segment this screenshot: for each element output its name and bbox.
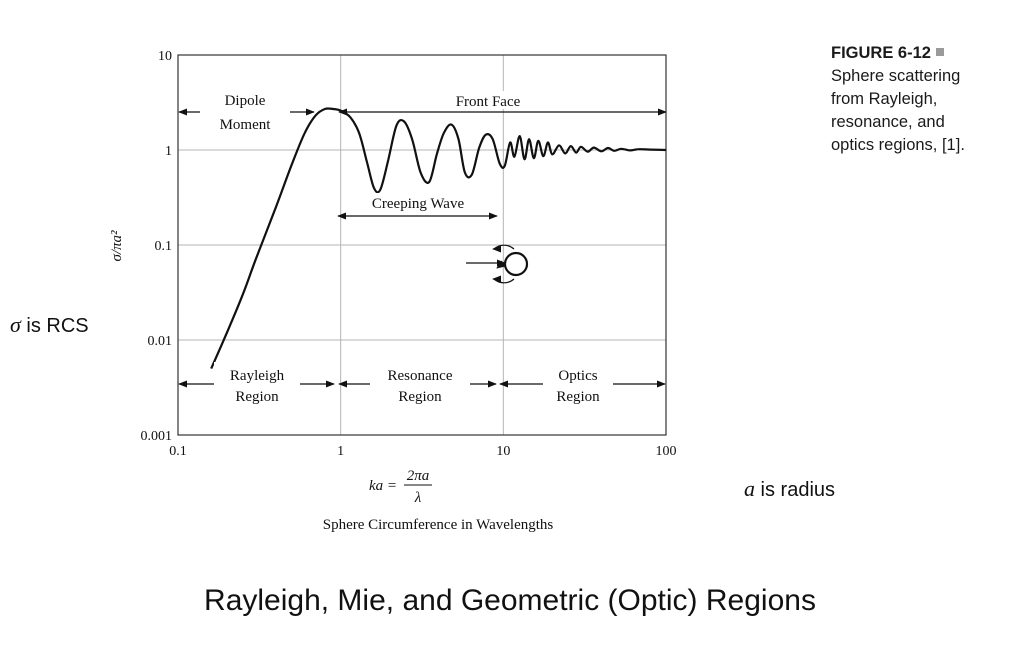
- y-tick-label: 0.001: [141, 429, 173, 444]
- caption-line: Sphere scattering: [831, 67, 961, 85]
- y-tick-label: 0.01: [148, 334, 173, 349]
- a-symbol: a: [744, 476, 755, 501]
- optics-region-label-2: Region: [556, 389, 600, 405]
- optics-region-label-1: Optics: [558, 368, 597, 384]
- caption-line: resonance, and: [831, 113, 945, 131]
- creeping-wave-label: Creeping Wave: [372, 196, 465, 212]
- sphere-creeping-wave-diagram: [466, 244, 529, 284]
- formula-lhs: ka =: [369, 478, 397, 494]
- caption-square-icon: [935, 48, 944, 56]
- annotations: Dipole Moment Front Face Creeping Wave R…: [178, 89, 667, 406]
- axes: [177, 54, 667, 436]
- sigma-note: σ is RCS: [10, 312, 89, 338]
- rcs-curve: [210, 107, 667, 370]
- rcs-chart: 0.1 1 10 100 0.001 0.01 0.1 1 10 Dipole Moment F…: [109, 49, 677, 533]
- y-axis-label: σ/πa²: [109, 230, 125, 262]
- rayleigh-region-label-2: Region: [235, 389, 279, 405]
- formula-denominator: λ: [414, 490, 422, 506]
- radius-note-text: is radius: [755, 479, 836, 501]
- front-face-label: Front Face: [456, 94, 521, 110]
- tick-labels: 0.1 1 10 100 0.001 0.01 0.1 1 10: [141, 49, 677, 459]
- resonance-region-label-2: Region: [398, 389, 442, 405]
- dipole-label-2: Moment: [220, 117, 272, 133]
- plot-frame: [177, 54, 667, 436]
- resonance-region-label-1: Resonance: [388, 368, 453, 384]
- curve-layer: [210, 107, 667, 370]
- y-tick-label: 0.1: [155, 239, 173, 254]
- rayleigh-region-label-1: Rayleigh: [230, 368, 285, 384]
- x-axis-formula: ka = 2πa λ: [369, 468, 432, 506]
- y-tick-label: 10: [158, 49, 172, 64]
- sigma-note-text: is RCS: [20, 315, 89, 337]
- caption-line: from Rayleigh,: [831, 90, 938, 108]
- figure-label: FIGURE 6-12: [831, 44, 931, 62]
- dipole-label-1: Dipole: [225, 93, 266, 109]
- x-tick-label: 100: [656, 444, 677, 459]
- x-tick-label: 0.1: [169, 444, 187, 459]
- y-tick-label: 1: [165, 144, 172, 159]
- radius-note: a is radius: [744, 476, 835, 502]
- sigma-symbol: σ: [10, 312, 21, 337]
- x-axis-label: Sphere Circumference in Wavelengths: [323, 517, 554, 533]
- x-tick-label: 1: [337, 444, 344, 459]
- slide-title: Rayleigh, Mie, and Geometric (Optic) Reg…: [204, 584, 816, 617]
- x-tick-label: 10: [496, 444, 510, 459]
- caption-line: optics regions, [1].: [831, 136, 965, 154]
- formula-numerator: 2πa: [407, 468, 430, 484]
- figure-caption: FIGURE 6-12 Sphere scattering from Rayle…: [831, 42, 1016, 157]
